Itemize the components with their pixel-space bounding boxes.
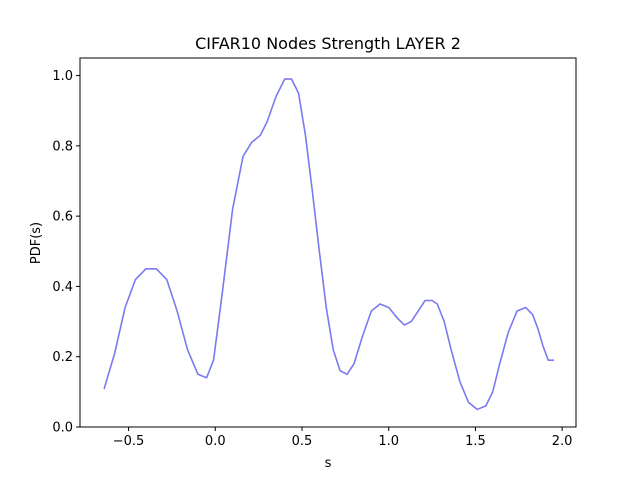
plot-area: −0.5 0.0 0.5 1.0 1.5 2.0 0.0 0.2 0.4 0.6 0.8 1.0	[52, 57, 577, 449]
x-tick-label: −0.5	[113, 434, 145, 449]
x-axis-label: s	[325, 456, 332, 471]
y-axis-label: PDF(s)	[29, 222, 44, 264]
y-tick-label: 0.8	[52, 139, 73, 154]
y-tick-label: 1.0	[52, 69, 73, 84]
chart-title: CIFAR10 Nodes Strength LAYER 2	[195, 34, 461, 53]
y-tick-label: 0.0	[52, 421, 73, 436]
y-tick-label: 0.4	[52, 280, 73, 295]
axes-frame	[79, 57, 577, 428]
series-line-0	[103, 78, 555, 411]
x-tick-label: 0.5	[292, 434, 313, 449]
y-tick-label: 0.2	[52, 350, 73, 365]
x-tick-label: 1.5	[465, 434, 486, 449]
x-tick-label: 2.0	[552, 434, 573, 449]
x-tick-label: 1.0	[378, 434, 399, 449]
x-tick-label: 0.0	[205, 434, 226, 449]
y-tick-label: 0.6	[52, 210, 73, 225]
